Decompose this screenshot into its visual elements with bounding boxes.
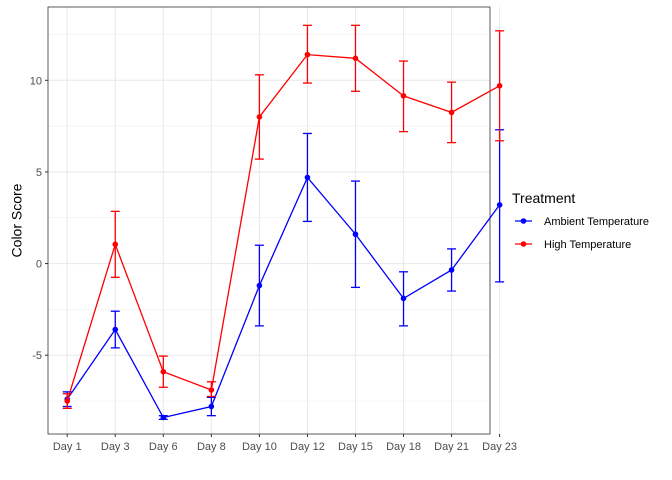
data-point: [256, 282, 263, 289]
data-point: [64, 398, 71, 404]
panel-border: [47, 6, 491, 435]
data-point: [256, 114, 263, 120]
data-point: [112, 241, 119, 248]
data-point: [304, 174, 311, 181]
y-axis: -5 0 5 10: [30, 75, 48, 362]
y-tick-label: -5: [32, 350, 42, 362]
series-1: [62, 129, 505, 421]
x-tick-label: Day 12: [290, 441, 325, 453]
legend-item-2: High Temperature: [515, 239, 631, 251]
grid: [48, 7, 501, 434]
legend-key-point: [520, 218, 527, 224]
data-point: [448, 267, 455, 273]
data-point: [448, 109, 455, 116]
x-tick-label: Day 8: [197, 441, 226, 453]
x-tick-label: Day 23: [482, 441, 517, 453]
x-tick-label: Day 3: [101, 441, 130, 453]
series-line: [66, 176, 501, 419]
series: [62, 24, 505, 421]
legend-item-1: Ambient Temperature: [515, 216, 649, 228]
x-axis: Day 1 Day 3 Day 6 Day 8 Day 10 Day 12 Day 15 Da…: [53, 434, 517, 453]
legend: Treatment Ambient Temperature High Temper…: [512, 190, 649, 251]
data-point: [496, 83, 503, 89]
x-tick-label: Day 21: [434, 441, 469, 453]
data-point: [160, 414, 167, 421]
legend-key-point: [520, 241, 527, 247]
data-point: [400, 295, 407, 302]
y-tick-label: 5: [36, 167, 42, 179]
legend-label: Ambient Temperature: [544, 216, 649, 228]
x-tick-label: Day 6: [149, 441, 178, 453]
x-tick-label: Day 1: [53, 441, 82, 453]
data-point: [352, 55, 359, 62]
legend-title: Treatment: [512, 190, 575, 206]
data-point: [112, 326, 119, 333]
data-point: [304, 51, 311, 58]
y-tick-label: 0: [36, 259, 42, 271]
series-2: [62, 24, 505, 409]
data-point: [160, 368, 167, 375]
y-axis-title: Color Score: [9, 183, 25, 257]
data-point: [400, 93, 407, 99]
data-point: [208, 403, 215, 410]
data-point: [496, 202, 503, 208]
series-line: [66, 53, 500, 402]
legend-label: High Temperature: [544, 239, 631, 251]
y-tick-label: 10: [30, 75, 42, 87]
data-point: [352, 231, 359, 238]
x-tick-label: Day 15: [338, 441, 373, 453]
x-tick-label: Day 18: [386, 441, 421, 453]
data-point: [208, 387, 215, 393]
x-tick-label: Day 10: [242, 441, 277, 453]
